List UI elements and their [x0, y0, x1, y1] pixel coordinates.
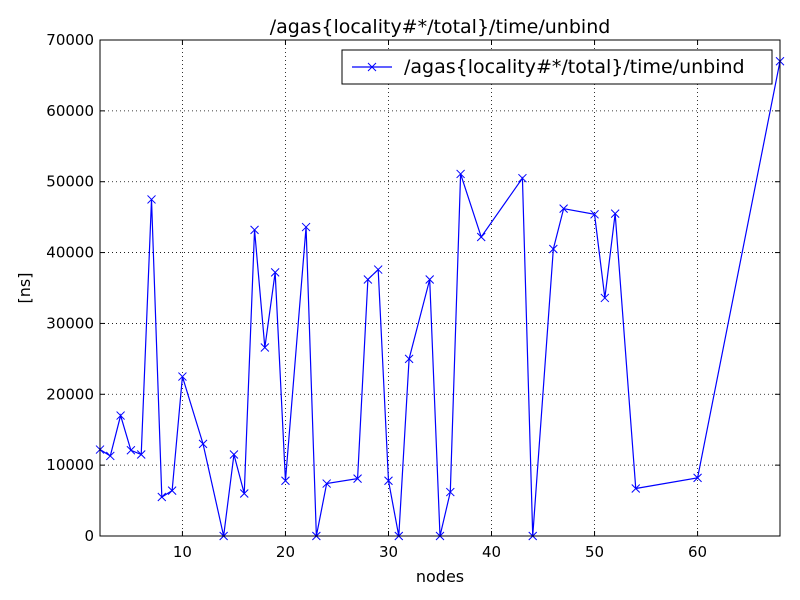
- data-point: [301, 222, 311, 232]
- x-tick-label: 30: [379, 543, 398, 561]
- data-point: [384, 476, 393, 486]
- y-tick-label: 60000: [46, 102, 94, 120]
- grid: [100, 40, 780, 536]
- data-point: [126, 445, 136, 455]
- data-point: [147, 195, 156, 204]
- data-point: [136, 450, 146, 459]
- data-point: [445, 487, 455, 497]
- plot-frame: [99, 39, 781, 537]
- legend-label: /agas{locality#*/total}/time/unbind: [404, 56, 745, 78]
- data-point: [610, 209, 620, 218]
- data-point: [693, 473, 702, 483]
- data-point: [322, 479, 332, 488]
- axis-ticks: 10 20 30 40 50 60 0 10000 20000 30000 40000 50000 60…: [46, 31, 780, 561]
- y-tick-label: 50000: [46, 173, 94, 191]
- data-point: [425, 275, 435, 284]
- plot-series: [95, 56, 785, 541]
- x-tick-label: 50: [585, 543, 604, 561]
- data-point: [260, 343, 270, 352]
- x-tick-label: 10: [173, 543, 192, 561]
- legend-marker: [367, 62, 377, 72]
- x-tick-label: 40: [482, 543, 501, 561]
- legend: /agas{locality#*/total}/time/unbind: [341, 49, 773, 85]
- data-point: [178, 372, 187, 381]
- y-tick-label: 0: [84, 527, 94, 545]
- y-tick-label: 40000: [46, 244, 94, 262]
- data-point: [157, 492, 167, 502]
- x-tick-label: 60: [688, 543, 707, 561]
- data-point: [590, 209, 599, 219]
- data-point: [105, 451, 115, 461]
- x-tick-label: 20: [276, 543, 295, 561]
- data-point: [404, 354, 414, 364]
- data-point: [239, 489, 249, 498]
- data-point: [600, 293, 610, 303]
- x-axis-label: nodes: [416, 567, 464, 586]
- data-point: [198, 439, 208, 449]
- data-point: [281, 476, 290, 486]
- data-point: [518, 173, 527, 183]
- y-tick-label: 10000: [46, 456, 94, 474]
- data-point: [476, 232, 486, 242]
- data-point: [363, 275, 373, 284]
- chart-title: /agas{locality#*/total}/time/unbind: [270, 16, 611, 38]
- legend-x-marker: [367, 62, 377, 72]
- y-tick-label: 20000: [46, 385, 94, 403]
- data-point: [559, 204, 568, 213]
- data-point: [548, 244, 558, 254]
- y-tick-label: 30000: [46, 314, 94, 332]
- y-axis-label: [ns]: [15, 273, 34, 304]
- data-point: [353, 474, 362, 483]
- y-tick-label: 70000: [46, 31, 94, 49]
- data-point: [631, 484, 641, 493]
- data-point: [229, 450, 239, 459]
- data-point: [250, 225, 259, 235]
- data-point: [116, 411, 125, 420]
- data-point: [456, 169, 465, 179]
- data-point: [270, 268, 280, 277]
- data-point: [167, 486, 177, 496]
- legend-box: [341, 49, 773, 85]
- data-point: [373, 265, 383, 274]
